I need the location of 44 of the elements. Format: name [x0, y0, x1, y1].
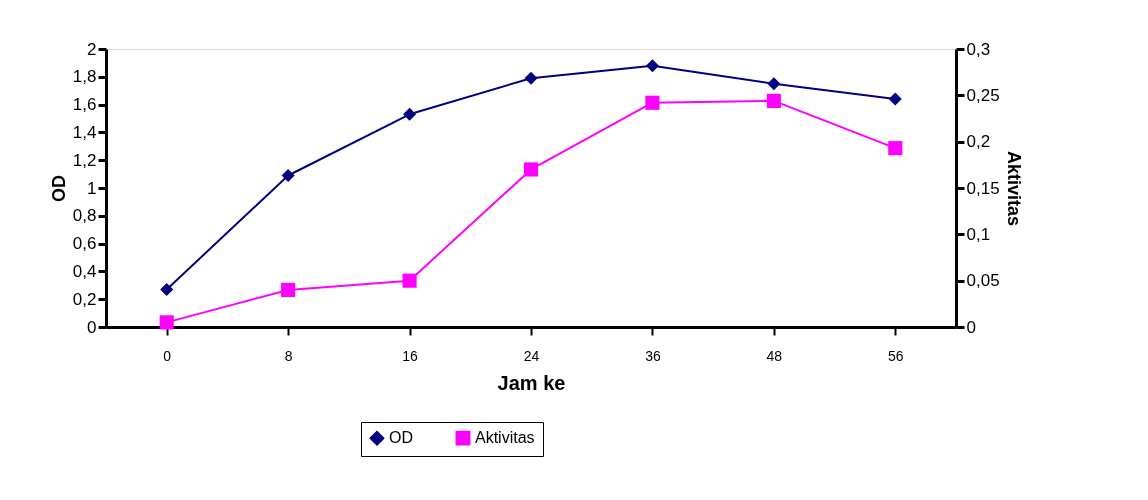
y-tick-label: 1,6: [72, 95, 97, 115]
point: [159, 315, 174, 330]
y-tick-label: 1,8: [72, 67, 97, 87]
y-tick-label: 2: [87, 39, 97, 59]
y2-tick-label: 0,1: [966, 224, 991, 244]
x-tick-label: 16: [402, 347, 419, 364]
x-tick-label: 24: [523, 347, 540, 364]
y2-tick-label: 0,2: [966, 132, 991, 152]
point: [888, 92, 902, 106]
point: [766, 93, 781, 108]
y2-tick-label: 0,3: [966, 39, 991, 59]
y2-tick-label: 0: [966, 317, 976, 337]
point: [645, 59, 659, 73]
y-axis-title: OD: [48, 175, 69, 202]
y-tick-label: 1,2: [72, 150, 97, 170]
point: [402, 273, 417, 288]
y-tick-label: 1: [87, 178, 97, 198]
point: [403, 107, 417, 121]
y-tick-label: 0,8: [72, 206, 97, 226]
point: [281, 168, 295, 183]
x-tick-label: 56: [888, 347, 904, 364]
x-tick-label: 8: [284, 347, 293, 364]
x-tick-label: 48: [766, 347, 783, 364]
y2-tick-label: 0,25: [966, 85, 1000, 105]
point: [160, 282, 174, 296]
y-tick-label: 0,6: [72, 234, 97, 254]
y-tick-label: 0: [87, 317, 97, 337]
y-tick-label: 0,2: [72, 289, 97, 309]
point: [767, 77, 781, 91]
point: [281, 282, 296, 297]
y2-tick-label: 0,05: [966, 271, 1000, 291]
point: [888, 141, 903, 156]
legend-label: OD: [389, 429, 413, 447]
x-tick-label: 36: [645, 347, 661, 364]
x-axis-title: Jam ke: [497, 371, 566, 394]
y-tick-label: 1,4: [72, 122, 97, 142]
y2-tick-label: 0,15: [966, 178, 1000, 198]
y-tick-label: 0,4: [72, 261, 97, 281]
y2-axis-title: Aktivitas: [1003, 150, 1024, 227]
legend-label: Aktivitas: [475, 429, 535, 447]
point: [524, 71, 538, 85]
point: [523, 162, 539, 177]
point: [645, 95, 660, 110]
x-tick-label: 0: [163, 347, 172, 364]
